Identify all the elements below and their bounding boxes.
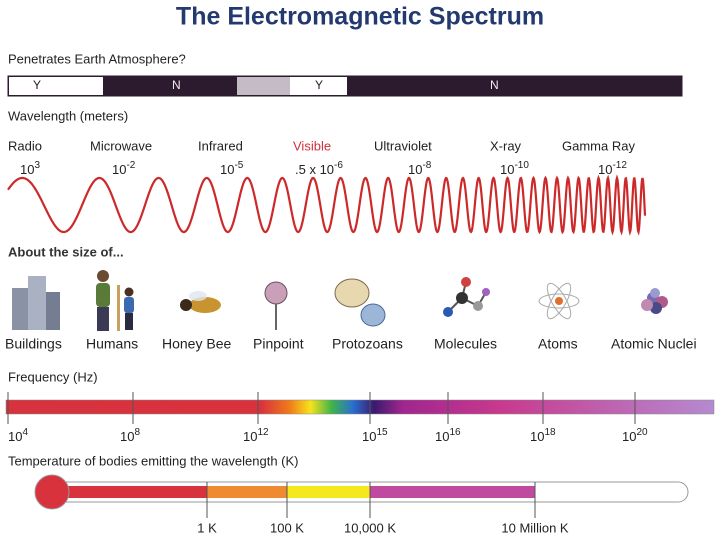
title: The Electromagnetic Spectrum [176, 3, 544, 31]
temperature-ticks: 1 K 100 K 10,000 K 10 Million K [197, 482, 569, 535]
band-name: Visible [293, 138, 331, 153]
frequency-bar [5, 399, 715, 415]
size-item: Honey Bee [162, 336, 231, 352]
thermo-fill [207, 486, 287, 498]
frequency-label: Frequency (Hz) [8, 369, 98, 384]
frequency-ticks: 104 108 1012 1015 1016 1018 1020 [7, 392, 648, 445]
power-base: 10 [8, 429, 22, 444]
power-base: 10 [220, 162, 234, 177]
wave [7, 174, 647, 236]
segment-label: Y [315, 78, 323, 92]
thermo-fill [52, 486, 207, 498]
power-label: 1020 [622, 427, 648, 445]
power-base: 10 [243, 429, 257, 444]
power-base: .5 x 10 [295, 162, 334, 177]
power-exponent: -10 [514, 160, 529, 171]
band-name: X-ray [490, 138, 522, 153]
power-exponent: 3 [34, 160, 40, 171]
power-base: 10 [20, 162, 34, 177]
atmosphere-label: Penetrates Earth Atmosphere? [8, 51, 186, 66]
power-base: 10 [500, 162, 514, 177]
power-label: .5 x 10-6 [295, 160, 343, 178]
segment-label: N [490, 78, 499, 92]
power-base: 10 [530, 429, 544, 444]
band-name: Microwave [90, 138, 152, 153]
size-label: About the size of... [8, 244, 124, 259]
power-exponent: -5 [234, 160, 243, 171]
power-label: 1016 [435, 427, 461, 445]
size-item: Atoms [538, 336, 578, 352]
power-label: 10-10 [500, 160, 529, 178]
power-base: 10 [408, 162, 422, 177]
power-label: 10-5 [220, 160, 244, 178]
power-label: 108 [120, 427, 140, 445]
power-exponent: 18 [544, 427, 556, 438]
temperature-tick-label: 10 Million K [501, 520, 569, 535]
power-label: 104 [8, 427, 28, 445]
power-exponent: 20 [636, 427, 648, 438]
thermo-fill [370, 486, 535, 498]
power-exponent: 4 [22, 427, 28, 438]
thermo-bulb [34, 474, 70, 510]
power-label: 10-8 [408, 160, 432, 178]
temperature-tick-label: 1 K [197, 520, 217, 535]
atmosphere-segment [237, 77, 290, 95]
size-item: Molecules [434, 336, 497, 352]
segment-label: N [172, 78, 181, 92]
power-exponent: 12 [257, 427, 269, 438]
band-name: Gamma Ray [562, 138, 635, 153]
power-base: 10 [435, 429, 449, 444]
power-exponent: -8 [422, 160, 431, 171]
band-name: Infrared [198, 138, 243, 153]
power-base: 10 [598, 162, 612, 177]
band-name: Ultraviolet [374, 138, 432, 153]
power-label: 10-2 [112, 160, 136, 178]
power-label: 10-12 [598, 160, 627, 178]
power-exponent: 8 [134, 427, 140, 438]
atmosphere-segment [290, 77, 347, 95]
size-item: Humans [86, 336, 138, 352]
power-label: 1012 [243, 427, 269, 445]
wavelength-label: Wavelength (meters) [8, 108, 128, 123]
power-exponent: -2 [126, 160, 135, 171]
power-exponent: -6 [334, 160, 343, 171]
size-item: Buildings [5, 336, 62, 352]
size-item: Pinpoint [253, 336, 304, 352]
power-base: 10 [362, 429, 376, 444]
icons [12, 270, 668, 331]
segment-label: Y [33, 78, 41, 92]
size-item: Atomic Nuclei [611, 336, 697, 352]
bands: Radio103Microwave10-2Infrared10-5Visible… [8, 138, 635, 177]
power-exponent: 16 [449, 427, 461, 438]
temperature-tick-label: 10,000 K [344, 520, 396, 535]
power-label: 103 [20, 160, 40, 178]
power-label: 1015 [362, 427, 388, 445]
power-label: 1018 [530, 427, 556, 445]
band-name: Radio [8, 138, 42, 153]
power-exponent: -12 [612, 160, 627, 171]
temperature-tick-label: 100 K [270, 520, 304, 535]
temperature-label: Temperature of bodies emitting the wavel… [8, 453, 299, 468]
power-exponent: 15 [376, 427, 388, 438]
thermo-fill [287, 486, 370, 498]
power-base: 10 [120, 429, 134, 444]
power-base: 10 [112, 162, 126, 177]
size-item: Protozoans [332, 336, 403, 352]
power-base: 10 [622, 429, 636, 444]
size-labels: Buildings Humans Honey Bee Pinpoint Protozoa… [5, 336, 697, 352]
atmosphere-segment [9, 77, 103, 95]
